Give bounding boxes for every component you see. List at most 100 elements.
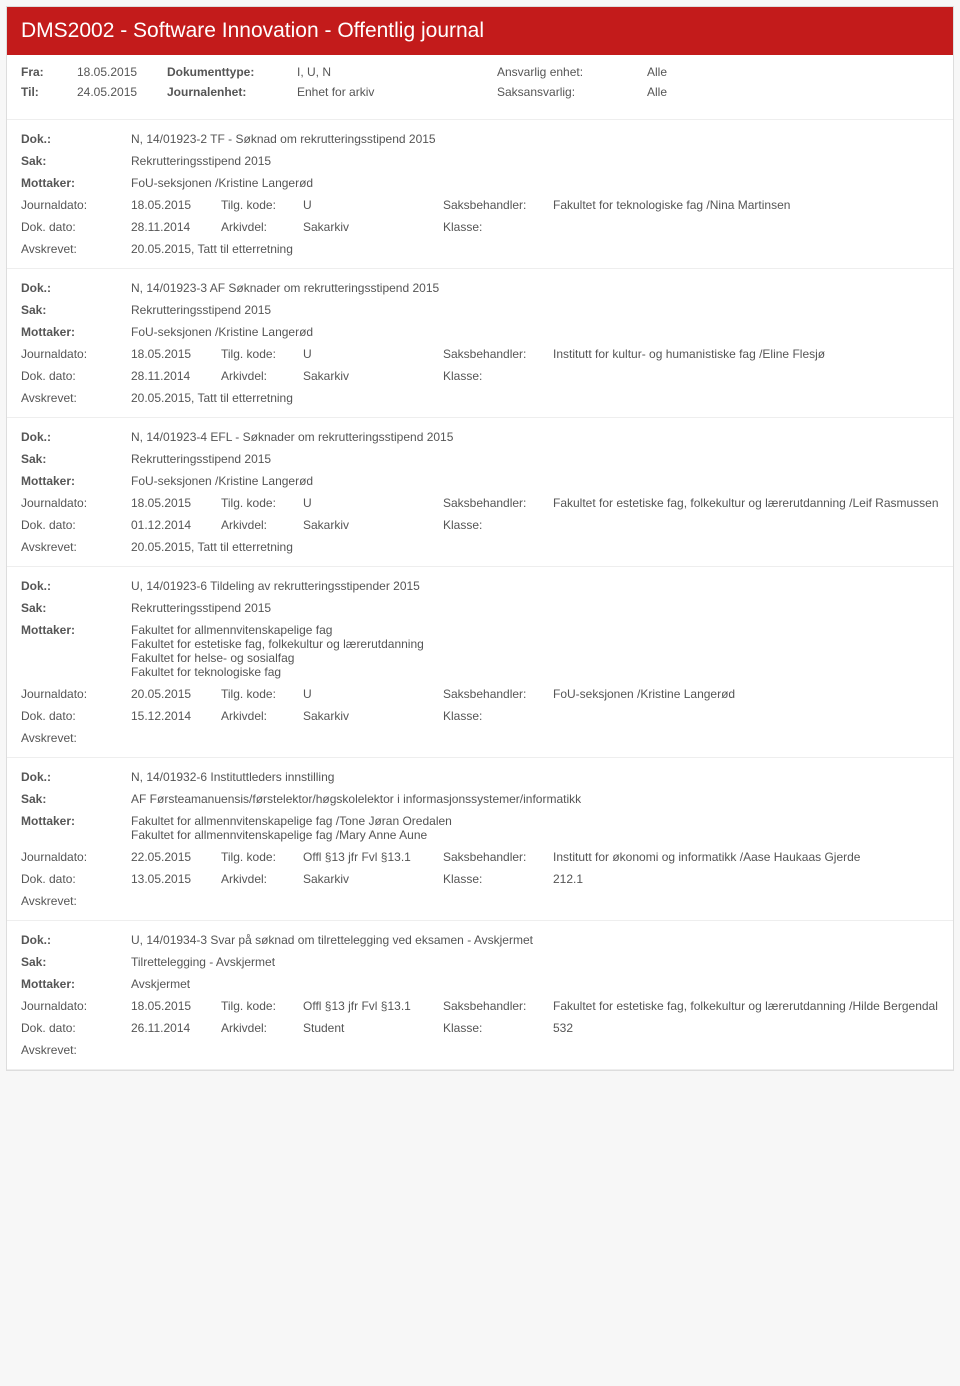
tilgkode-value: U: [303, 347, 443, 361]
sak-label: Sak:: [21, 792, 131, 806]
sak-value: Rekrutteringsstipend 2015: [131, 452, 939, 466]
saksbehandler-label: Saksbehandler:: [443, 496, 553, 510]
dokdato-value: 26.11.2014: [131, 1021, 221, 1035]
saksbehandler-value: Fakultet for estetiske fag, folkekultur …: [553, 999, 939, 1013]
journaldato-value: 18.05.2015: [131, 347, 221, 361]
journaldato-label: Journaldato:: [21, 496, 131, 510]
journaldato-value: 20.05.2015: [131, 687, 221, 701]
entries-list: Dok.: N, 14/01923-2 TF - Søknad om rekrut…: [7, 120, 953, 1070]
journaldato-label: Journaldato:: [21, 198, 131, 212]
dok-value: U, 14/01923-6 Tildeling av rekrutterings…: [131, 579, 939, 593]
arkivdel-label: Arkivdel:: [221, 1021, 303, 1035]
dok-label: Dok.:: [21, 579, 131, 593]
mottaker-value: FoU-seksjonen /Kristine Langerød: [131, 176, 939, 190]
saks-label: Saksansvarlig:: [497, 85, 647, 99]
til-value: 24.05.2015: [77, 85, 167, 99]
arkivdel-value: Sakarkiv: [303, 220, 443, 234]
ansvarlig-label: Ansvarlig enhet:: [497, 65, 647, 79]
tilgkode-value: U: [303, 198, 443, 212]
dok-label: Dok.:: [21, 933, 131, 947]
dokdato-value: 28.11.2014: [131, 369, 221, 383]
sak-value: Rekrutteringsstipend 2015: [131, 154, 939, 168]
mottaker-value: Fakultet for allmennvitenskapelige fag F…: [131, 623, 939, 679]
dokdato-label: Dok. dato:: [21, 1021, 131, 1035]
klasse-label: Klasse:: [443, 369, 553, 383]
mottaker-label: Mottaker:: [21, 325, 131, 339]
mottaker-label: Mottaker:: [21, 814, 131, 842]
mottaker-label: Mottaker:: [21, 623, 131, 679]
dok-label: Dok.:: [21, 770, 131, 784]
mottaker-value: FoU-seksjonen /Kristine Langerød: [131, 474, 939, 488]
journal-entry: Dok.:U, 14/01923-6 Tildeling av rekrutte…: [7, 567, 953, 758]
page-title: DMS2002 - Software Innovation - Offentli…: [7, 7, 953, 55]
fra-value: 18.05.2015: [77, 65, 167, 79]
journalenhet-label: Journalenhet:: [167, 85, 297, 99]
ansvarlig-value: Alle: [647, 65, 667, 79]
journal-entry: Dok.:N, 14/01923-4 EFL - Søknader om rek…: [7, 418, 953, 567]
dokdato-label: Dok. dato:: [21, 872, 131, 886]
sak-label: Sak:: [21, 601, 131, 615]
klasse-label: Klasse:: [443, 709, 553, 723]
arkivdel-label: Arkivdel:: [221, 872, 303, 886]
avskrevet-value: 20.05.2015, Tatt til etterretning: [131, 242, 939, 256]
fra-label: Fra:: [21, 65, 77, 79]
tilgkode-value: Offl §13 jfr Fvl §13.1: [303, 850, 443, 864]
dokdato-label: Dok. dato:: [21, 709, 131, 723]
mottaker-label: Mottaker:: [21, 176, 131, 190]
avskrevet-label: Avskrevet:: [21, 391, 131, 405]
dok-label: Dok.:: [21, 281, 131, 295]
arkivdel-label: Arkivdel:: [221, 369, 303, 383]
dokdato-value: 15.12.2014: [131, 709, 221, 723]
til-label: Til:: [21, 85, 77, 99]
dok-value: N, 14/01923-3 AF Søknader om rekrutterin…: [131, 281, 939, 295]
sak-value: Rekrutteringsstipend 2015: [131, 303, 939, 317]
doktype-value: I, U, N: [297, 65, 497, 79]
mottaker-value: FoU-seksjonen /Kristine Langerød: [131, 325, 939, 339]
klasse-label: Klasse:: [443, 518, 553, 532]
arkivdel-value: Sakarkiv: [303, 518, 443, 532]
avskrevet-label: Avskrevet:: [21, 540, 131, 554]
arkivdel-label: Arkivdel:: [221, 518, 303, 532]
klasse-label: Klasse:: [443, 872, 553, 886]
mottaker-value: Fakultet for allmennvitenskapelige fag /…: [131, 814, 939, 842]
dokdato-label: Dok. dato:: [21, 369, 131, 383]
journaldato-value: 18.05.2015: [131, 198, 221, 212]
avskrevet-value: 20.05.2015, Tatt til etterretning: [131, 391, 939, 405]
mottaker-label: Mottaker:: [21, 474, 131, 488]
sak-value: Rekrutteringsstipend 2015: [131, 601, 939, 615]
dok-value: N, 14/01932-6 Instituttleders innstillin…: [131, 770, 939, 784]
journal-entry: Dok.:N, 14/01923-2 TF - Søknad om rekrut…: [7, 120, 953, 269]
sak-value: AF Førsteamanuensis/førstelektor/høgskol…: [131, 792, 939, 806]
arkivdel-label: Arkivdel:: [221, 709, 303, 723]
klasse-label: Klasse:: [443, 220, 553, 234]
saksbehandler-label: Saksbehandler:: [443, 198, 553, 212]
page-container: DMS2002 - Software Innovation - Offentli…: [6, 6, 954, 1071]
avskrevet-value: 20.05.2015, Tatt til etterretning: [131, 540, 939, 554]
saksbehandler-label: Saksbehandler:: [443, 999, 553, 1013]
klasse-value: 532: [553, 1021, 939, 1035]
avskrevet-label: Avskrevet:: [21, 1043, 131, 1057]
saksbehandler-label: Saksbehandler:: [443, 850, 553, 864]
saksbehandler-value: Institutt for økonomi og informatikk /Aa…: [553, 850, 939, 864]
journalenhet-value: Enhet for arkiv: [297, 85, 497, 99]
sak-label: Sak:: [21, 154, 131, 168]
journaldato-label: Journaldato:: [21, 347, 131, 361]
avskrevet-label: Avskrevet:: [21, 894, 131, 908]
saksbehandler-value: Fakultet for estetiske fag, folkekultur …: [553, 496, 939, 510]
arkivdel-label: Arkivdel:: [221, 220, 303, 234]
dok-value: N, 14/01923-4 EFL - Søknader om rekrutte…: [131, 430, 939, 444]
arkivdel-value: Sakarkiv: [303, 872, 443, 886]
tilgkode-value: Offl §13 jfr Fvl §13.1: [303, 999, 443, 1013]
saksbehandler-label: Saksbehandler:: [443, 347, 553, 361]
dok-value: U, 14/01934-3 Svar på søknad om tilrette…: [131, 933, 939, 947]
tilgkode-label: Tilg. kode:: [221, 999, 303, 1013]
sak-label: Sak:: [21, 452, 131, 466]
mottaker-label: Mottaker:: [21, 977, 131, 991]
saksbehandler-value: Institutt for kultur- og humanistiske fa…: [553, 347, 939, 361]
dok-label: Dok.:: [21, 430, 131, 444]
journaldato-value: 22.05.2015: [131, 850, 221, 864]
dokdato-value: 01.12.2014: [131, 518, 221, 532]
dok-value: N, 14/01923-2 TF - Søknad om rekrutterin…: [131, 132, 939, 146]
klasse-label: Klasse:: [443, 1021, 553, 1035]
sak-label: Sak:: [21, 303, 131, 317]
